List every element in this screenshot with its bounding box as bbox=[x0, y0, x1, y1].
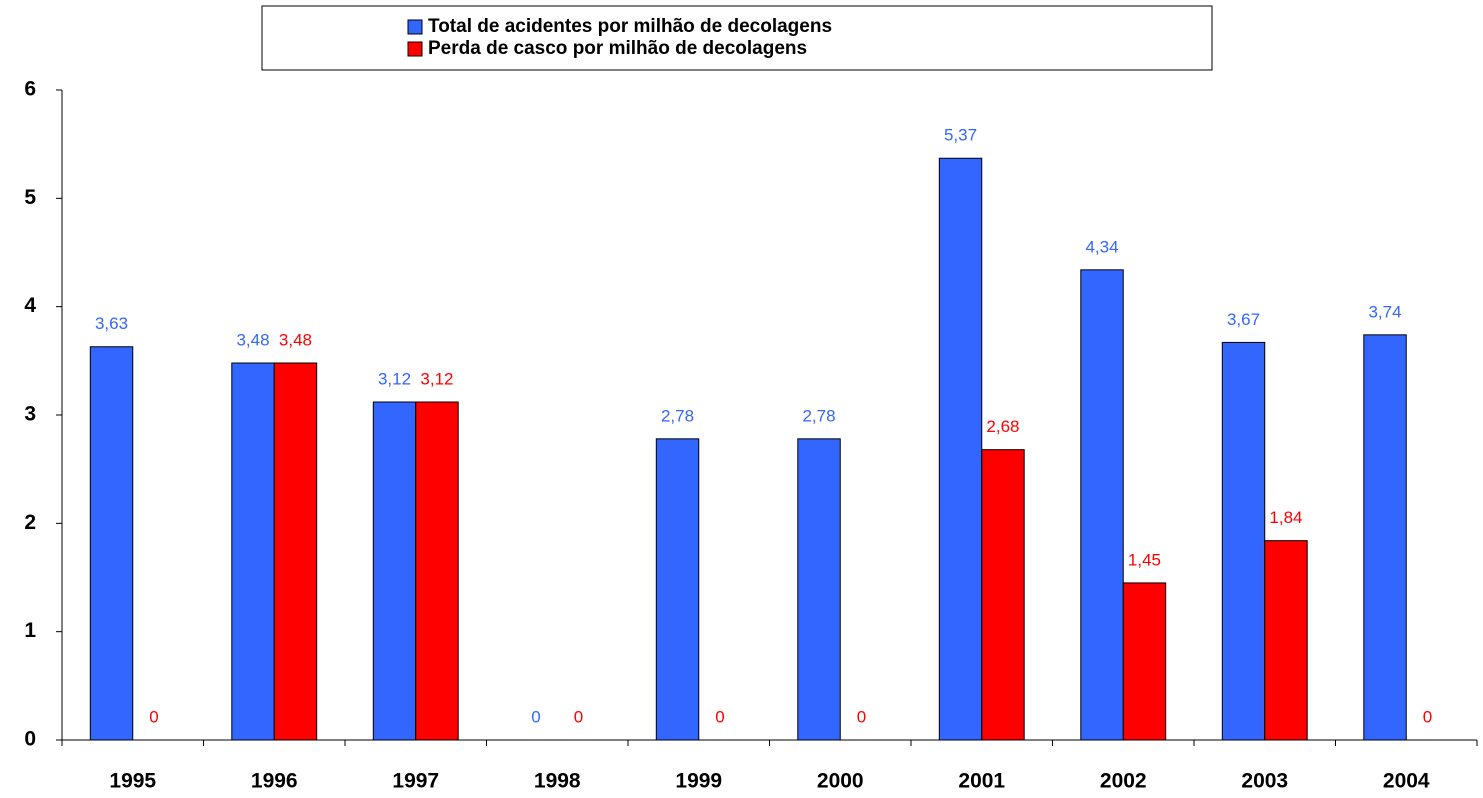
x-tick-label: 1997 bbox=[392, 770, 439, 793]
x-tick-label: 2004 bbox=[1383, 770, 1430, 793]
y-tick-label: 5 bbox=[24, 186, 36, 209]
x-tick-label: 1998 bbox=[534, 770, 581, 793]
value-label: 0 bbox=[574, 707, 583, 726]
y-tick-label: 0 bbox=[24, 728, 36, 751]
value-label: 2,68 bbox=[986, 417, 1019, 436]
bar bbox=[981, 449, 1025, 741]
value-label: 4,34 bbox=[1085, 237, 1118, 256]
value-label: 3,63 bbox=[95, 314, 128, 333]
y-tick-label: 1 bbox=[24, 619, 36, 642]
value-label: 0 bbox=[857, 707, 866, 726]
value-label: 3,12 bbox=[420, 369, 453, 388]
value-label: 3,12 bbox=[378, 369, 411, 388]
bar bbox=[231, 362, 275, 741]
value-label: 0 bbox=[715, 707, 724, 726]
legend-box bbox=[261, 5, 1213, 71]
value-label: 3,74 bbox=[1368, 302, 1401, 321]
bar bbox=[938, 157, 983, 741]
legend-label: Perda de casco por milhão de decolagens bbox=[428, 38, 807, 59]
legend-label: Total de acidentes por milhão de decolag… bbox=[428, 16, 832, 37]
legend-swatch bbox=[407, 19, 423, 35]
bar bbox=[1363, 334, 1407, 741]
value-label: 3,67 bbox=[1227, 310, 1260, 329]
value-label: 3,48 bbox=[279, 330, 312, 349]
y-tick-label: 3 bbox=[24, 403, 36, 426]
y-tick-label: 6 bbox=[24, 78, 36, 101]
value-label: 1,84 bbox=[1269, 508, 1302, 527]
bar bbox=[415, 401, 459, 741]
x-tick-label: 2000 bbox=[817, 770, 864, 793]
bar bbox=[1264, 540, 1308, 741]
x-tick-label: 1996 bbox=[251, 770, 298, 793]
bar bbox=[89, 346, 134, 741]
x-tick-label: 2002 bbox=[1100, 770, 1147, 793]
bar bbox=[1221, 341, 1266, 741]
value-label: 0 bbox=[149, 707, 158, 726]
value-label: 5,37 bbox=[944, 126, 977, 145]
y-tick-label: 2 bbox=[24, 511, 36, 534]
value-label: 0 bbox=[531, 707, 540, 726]
bar bbox=[797, 438, 841, 741]
x-tick-label: 1995 bbox=[109, 770, 156, 793]
y-tick-label: 4 bbox=[24, 294, 36, 317]
bar bbox=[372, 401, 417, 741]
x-tick-label: 1999 bbox=[675, 770, 722, 793]
x-tick-label: 2001 bbox=[958, 770, 1005, 793]
bar bbox=[1080, 269, 1124, 741]
value-label: 2,78 bbox=[802, 406, 835, 425]
legend-swatch bbox=[407, 41, 423, 57]
value-label: 3,48 bbox=[236, 330, 269, 349]
value-label: 2,78 bbox=[661, 406, 694, 425]
x-tick-label: 2003 bbox=[1241, 770, 1288, 793]
bar bbox=[273, 362, 318, 741]
bar bbox=[1122, 582, 1167, 741]
value-label: 1,45 bbox=[1128, 550, 1161, 569]
bar bbox=[655, 438, 700, 741]
value-label: 0 bbox=[1423, 707, 1432, 726]
